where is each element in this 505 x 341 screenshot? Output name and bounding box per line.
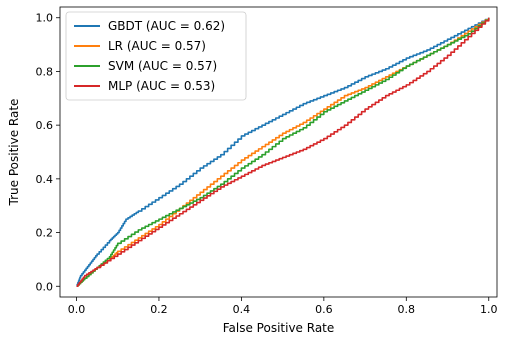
x-tick-label: 0.8 <box>398 303 416 316</box>
x-axis-label: False Positive Rate <box>223 321 335 335</box>
y-tick-label: 0.2 <box>36 227 54 240</box>
series-line-0 <box>76 17 490 288</box>
legend-entry-0: GBDT (AUC = 0.62) <box>108 19 225 33</box>
x-tick-label: 0.2 <box>150 303 168 316</box>
y-tick-label: 0.0 <box>36 280 54 293</box>
y-tick-label: 0.4 <box>36 173 54 186</box>
plot-area <box>76 17 490 288</box>
series-line-2 <box>76 17 490 288</box>
legend-entry-2: SVM (AUC = 0.57) <box>108 59 217 73</box>
x-tick-label: 0.4 <box>233 303 251 316</box>
x-tick-label: 0.0 <box>68 303 86 316</box>
legend-box <box>65 11 247 101</box>
legend-entry-1: LR (AUC = 0.57) <box>108 39 206 53</box>
y-tick-label: 1.0 <box>36 12 54 25</box>
legend: GBDT (AUC = 0.62) LR (AUC = 0.57) SVM (AUC… <box>65 11 247 101</box>
series-line-3 <box>76 17 490 288</box>
plot-frame <box>59 6 498 298</box>
legend-entry-3: MLP (AUC = 0.53) <box>108 79 215 93</box>
y-tick-label: 0.6 <box>36 119 54 132</box>
y-tick-label: 0.8 <box>36 65 54 78</box>
x-tick-label: 0.6 <box>315 303 333 316</box>
x-tick-label: 1.0 <box>480 303 498 316</box>
axes: 0.0 0.2 0.4 0.6 0.8 1.0 0.0 0.2 0.4 0.6 0.8 1.0 <box>36 6 498 316</box>
y-axis-label: True Positive Rate <box>7 99 21 207</box>
